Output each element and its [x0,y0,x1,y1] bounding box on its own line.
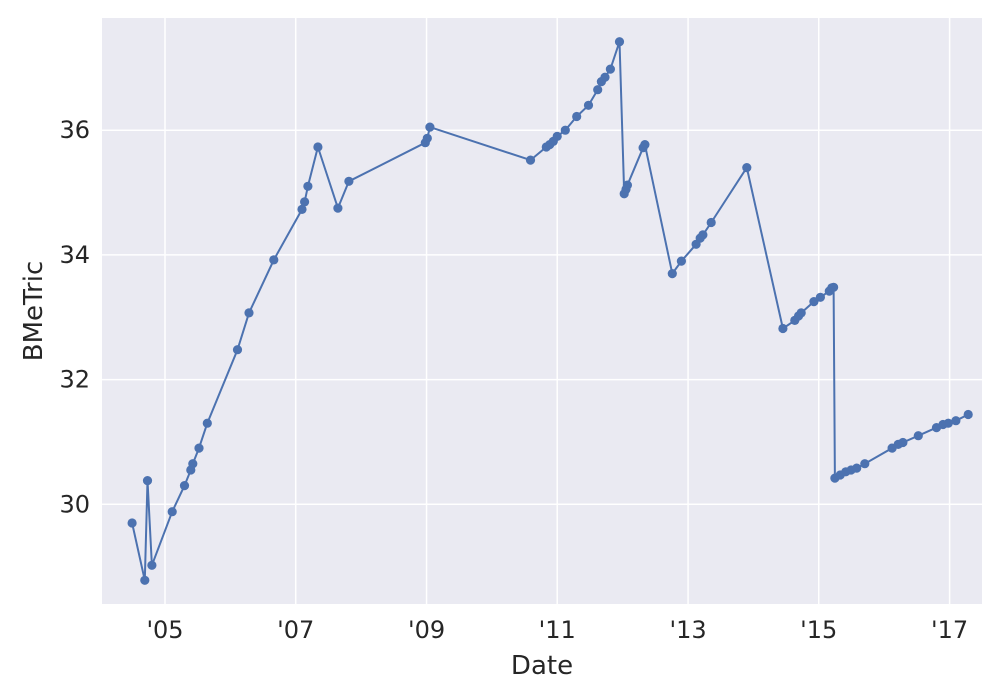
data-point [333,203,343,213]
x-tick-label: '15 [800,616,837,644]
data-point [815,292,826,302]
data-point [303,181,313,191]
data-point [622,180,633,190]
data-point [667,269,677,279]
y-tick-label: 36 [59,116,90,144]
data-point [913,431,923,441]
data-point [583,100,594,110]
series-group [127,37,973,585]
data-point [742,163,752,173]
x-tick-label: '17 [931,616,968,644]
data-point [344,176,354,186]
x-tick-label: '11 [539,616,576,644]
data-point [167,507,177,517]
data-point [202,418,212,428]
data-point [425,122,435,132]
data-point [179,481,190,491]
data-point [232,345,243,355]
data-point [778,323,788,334]
data-point [194,443,204,453]
data-point [676,256,687,266]
x-tick-label: '07 [277,616,314,644]
data-point [297,204,307,214]
data-point [142,476,153,486]
data-point [140,575,150,585]
data-point [963,409,973,420]
data-point [943,418,953,428]
data-point [560,125,570,135]
data-point [614,37,625,47]
data-point [706,217,716,228]
data-point [127,518,137,528]
data-point [600,72,610,82]
data-point [640,140,650,150]
plot-background [102,18,982,604]
data-point [269,255,279,265]
data-point [147,560,157,570]
data-point [313,142,323,152]
data-point [605,64,616,74]
data-point [552,131,562,141]
data-point [796,308,806,318]
y-axis-label: BMeTric [19,261,49,362]
y-tick-label: 34 [59,241,90,269]
data-point [951,416,961,426]
x-axis-ticks: '05 '07 '09 '11 '13 '15 '17 [146,616,968,644]
y-tick-label: 30 [59,490,90,518]
data-point [572,111,582,122]
data-point [852,463,862,473]
data-point [525,155,536,165]
data-point [860,459,870,469]
data-point [698,230,708,240]
x-tick-label: '05 [146,616,183,644]
data-point [829,282,839,292]
x-axis-label: Date [511,651,573,681]
data-point [300,197,310,207]
grid-lines [102,18,982,604]
data-point [244,308,254,318]
data-point [809,297,819,307]
x-tick-label: '09 [408,616,445,644]
x-tick-label: '13 [669,616,706,644]
data-point [188,459,198,469]
data-point [422,133,432,143]
y-axis-ticks: 30 32 34 36 [59,116,90,518]
y-tick-label: 32 [59,366,90,394]
data-point [593,85,603,95]
data-point [898,437,908,448]
